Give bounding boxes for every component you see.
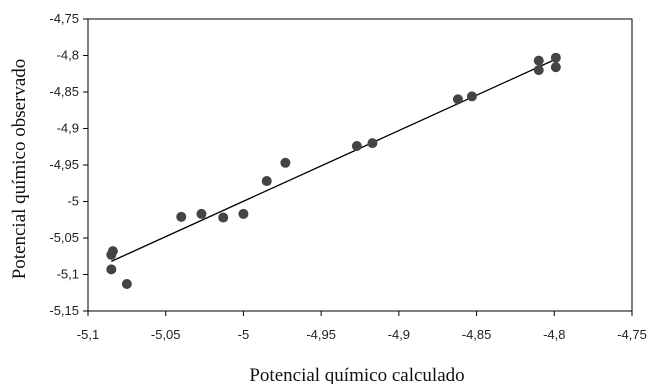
trend-line-group [111, 58, 557, 262]
plot-area [87, 18, 633, 312]
data-point [196, 208, 207, 219]
y-axis-title: Potencial químico observado [9, 59, 30, 280]
data-point [466, 91, 477, 102]
data-point [533, 55, 544, 66]
data-point [176, 211, 187, 222]
y-axis: -4,75 -4,8 -4,85 -4,9 -4,95 -5 -5,05 -5,1 -5,15 [49, 11, 88, 318]
data-point [107, 246, 118, 257]
y-tick-label: -4,85 [49, 84, 79, 99]
y-tick-label: -5,1 [57, 267, 79, 282]
data-point [121, 278, 132, 289]
x-tick-label: -5,05 [151, 327, 181, 342]
x-tick-label: -5 [238, 327, 250, 342]
data-point [351, 141, 362, 152]
x-tick-label: -4,8 [543, 327, 565, 342]
y-tick-label: -4,8 [57, 48, 79, 63]
data-point [550, 62, 561, 73]
data-point [218, 212, 229, 223]
x-tick-label: -4,75 [617, 327, 647, 342]
x-tick-label: -4,95 [306, 327, 336, 342]
plot-frame [87, 18, 633, 312]
x-tick-label: -4,85 [462, 327, 492, 342]
data-point [452, 94, 463, 105]
data-point [367, 138, 378, 149]
y-tick-label: -4,9 [57, 121, 79, 136]
y-tick-label: -5,15 [49, 303, 79, 318]
data-points [106, 52, 561, 289]
data-point [533, 65, 544, 76]
y-tick-label: -4,95 [49, 157, 79, 172]
y-tick-label: -4,75 [49, 11, 79, 26]
data-point [261, 176, 272, 187]
x-tick-label: -4,9 [388, 327, 410, 342]
x-tick-label: -5,1 [77, 327, 99, 342]
y-tick-label: -5 [67, 194, 79, 209]
x-axis: -5,1 -5,05 -5 -4,95 -4,9 -4,85 -4,8 -4,75 [77, 311, 647, 342]
data-point [280, 157, 291, 168]
trend-line [111, 58, 557, 262]
data-point [550, 52, 561, 63]
x-axis-title: Potencial químico calculado [249, 365, 464, 384]
y-tick-label: -5,05 [49, 230, 79, 245]
data-point [238, 208, 249, 219]
data-point [106, 264, 117, 275]
